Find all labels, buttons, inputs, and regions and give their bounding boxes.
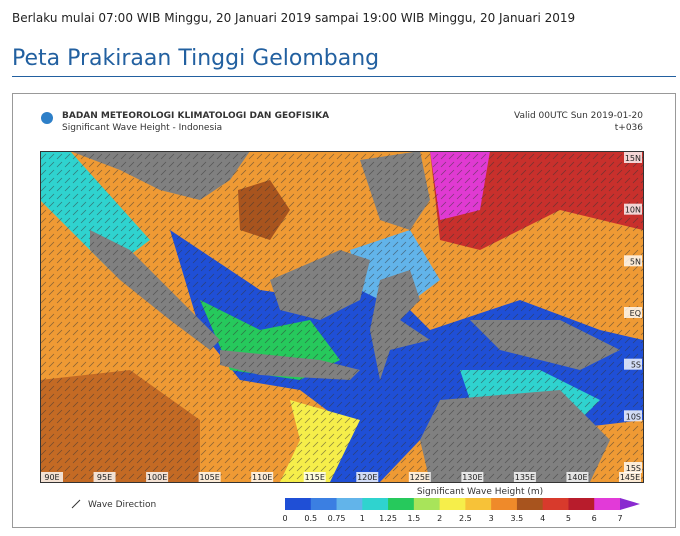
lon-label: 95E	[97, 473, 112, 482]
lon-label: 110E	[252, 473, 272, 482]
color-bar-extension	[620, 498, 640, 510]
legend-tick-label: 0.5	[304, 514, 317, 523]
lat-label: EQ	[630, 309, 641, 318]
lon-label-bg	[356, 472, 379, 482]
legend-tick-label: 4	[540, 514, 545, 523]
legend-tick-label: 1.5	[407, 514, 420, 523]
legend-tick-label: 1.25	[379, 514, 397, 523]
lon-label: 135E	[515, 473, 535, 482]
color-bin	[285, 498, 312, 510]
lon-label-bg	[408, 472, 431, 482]
legend-tick-label: 0.75	[328, 514, 346, 523]
legend-tick-label: 2.5	[459, 514, 472, 523]
legend-tick-label: 3	[489, 514, 494, 523]
lat-label-bg	[624, 358, 642, 370]
color-bin	[542, 498, 569, 510]
lat-label: 10N	[625, 206, 641, 215]
lon-label: 90E	[44, 473, 59, 482]
lon-label-bg	[619, 472, 641, 482]
lon-label-bg	[566, 472, 589, 482]
lon-label: 140E	[567, 473, 587, 482]
legend-tick-label: 3.5	[511, 514, 524, 523]
agency-name: BADAN METEOROLOGI KLIMATOLOGI DAN GEOFIS…	[62, 111, 329, 121]
color-bin	[516, 498, 544, 510]
legend-tick-label: 1	[360, 514, 365, 523]
color-bin	[594, 498, 621, 510]
lon-label-bg	[93, 472, 116, 482]
lon-label: 145E	[620, 473, 640, 482]
lat-label-bg	[624, 410, 642, 422]
page-title: Peta Prakiraan Tinggi Gelombang	[12, 46, 380, 71]
color-bin	[568, 498, 595, 510]
lon-label: 105E	[199, 473, 219, 482]
color-bin	[362, 498, 389, 510]
color-bin	[491, 498, 518, 510]
lon-label: 130E	[462, 473, 482, 482]
direction-label: Wave Direction	[88, 500, 156, 510]
lat-label: 15S	[626, 464, 641, 473]
lon-label: 100E	[147, 473, 167, 482]
lon-label-bg	[41, 472, 63, 482]
direction-arrow-icon	[71, 499, 81, 509]
title-rule	[12, 76, 676, 77]
wave-direction-arrows	[40, 151, 643, 482]
agency-logo	[41, 112, 53, 124]
lon-label: 115E	[305, 473, 325, 482]
forecast-step: t+036	[615, 123, 644, 133]
valid-time: Valid 00UTC Sun 2019-01-20	[514, 111, 643, 121]
lon-label-bg	[198, 472, 221, 482]
color-bin	[310, 498, 338, 510]
lat-label: 10S	[626, 412, 641, 421]
lon-label-bg	[303, 472, 326, 482]
legend-tick-label: 7	[617, 514, 622, 523]
legend-tick-label: 2	[437, 514, 442, 523]
lon-label: 125E	[410, 473, 430, 482]
color-bin	[388, 498, 415, 510]
color-bin	[336, 498, 363, 510]
legend-tick-label: 0	[282, 514, 287, 523]
lat-label: 5N	[630, 257, 641, 266]
lat-label-bg	[624, 255, 642, 267]
color-bin	[465, 498, 492, 510]
lat-label-bg	[624, 203, 642, 215]
validity-text: Berlaku mulai 07:00 WIB Minggu, 20 Janua…	[12, 11, 576, 25]
lat-label-bg	[624, 307, 642, 318]
wave-map	[40, 151, 643, 482]
legend-tick-label: 6	[592, 514, 597, 523]
color-bin	[413, 498, 441, 510]
lon-label-bg	[513, 472, 536, 482]
overlay: 15N 10N 5N EQ 5S 10S 15S 90E 95E 100E 105E 110E 115E…	[41, 152, 642, 523]
lat-label-bg	[624, 462, 642, 473]
lat-label: 5S	[631, 361, 641, 370]
lat-label: 15N	[625, 154, 641, 163]
lon-label-bg	[461, 472, 484, 482]
color-bin	[439, 498, 466, 510]
lon-label-bg	[251, 472, 274, 482]
lon-label: 120E	[357, 473, 377, 482]
legend-title: Significant Wave Height (m)	[417, 487, 543, 497]
map-subtitle: Significant Wave Height - Indonesia	[62, 123, 222, 133]
map-frame	[40, 151, 644, 483]
legend-tick-label: 5	[566, 514, 571, 523]
lat-label-bg	[624, 152, 642, 163]
lon-label-bg	[146, 472, 169, 482]
